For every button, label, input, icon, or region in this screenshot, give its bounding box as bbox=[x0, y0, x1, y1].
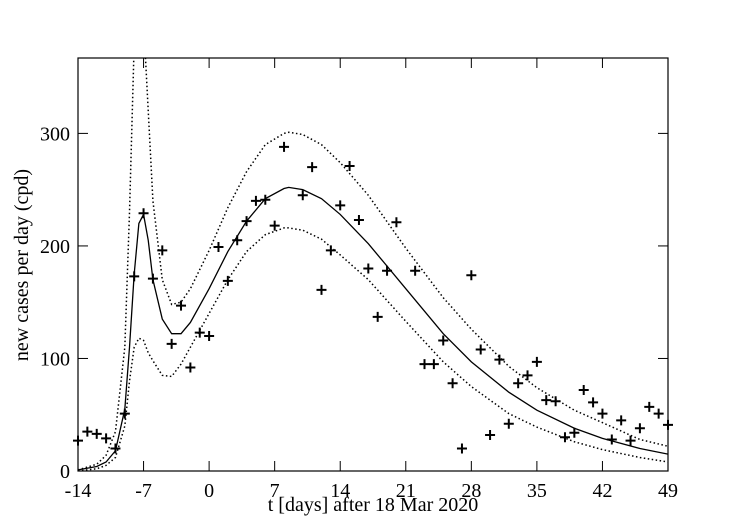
plot-frame bbox=[77, 57, 669, 472]
data-point bbox=[588, 397, 599, 408]
data-point bbox=[410, 265, 421, 276]
data-point bbox=[344, 161, 355, 172]
x-tick-label: 49 bbox=[658, 480, 678, 502]
data-point bbox=[194, 327, 205, 338]
x-tick-label: 0 bbox=[204, 480, 214, 502]
fit-curve bbox=[78, 58, 668, 471]
data-point bbox=[232, 235, 243, 246]
data-point bbox=[119, 408, 130, 419]
data-point bbox=[325, 245, 336, 256]
data-point bbox=[531, 356, 542, 367]
x-tick-label: 21 bbox=[396, 480, 416, 502]
data-point bbox=[241, 216, 252, 227]
data-point bbox=[297, 190, 308, 201]
data-point bbox=[382, 265, 393, 276]
data-point bbox=[616, 415, 627, 426]
fit-curve bbox=[78, 227, 668, 471]
data-point bbox=[456, 443, 467, 454]
y-tick-label: 200 bbox=[40, 236, 70, 258]
data-point bbox=[176, 300, 187, 311]
data-point bbox=[541, 395, 552, 406]
data-point bbox=[503, 418, 514, 429]
data-point bbox=[569, 427, 580, 438]
data-point bbox=[353, 215, 364, 226]
data-point bbox=[372, 311, 383, 322]
data-point bbox=[634, 423, 645, 434]
x-tick-label: 35 bbox=[527, 480, 547, 502]
data-point bbox=[129, 271, 140, 282]
data-point bbox=[485, 429, 496, 440]
data-point bbox=[653, 408, 664, 419]
data-point bbox=[559, 432, 570, 443]
y-tick-label: 300 bbox=[40, 123, 70, 145]
data-point bbox=[73, 435, 83, 446]
data-point bbox=[428, 359, 439, 370]
data-point bbox=[279, 141, 290, 152]
data-point bbox=[307, 162, 318, 173]
data-point bbox=[166, 338, 177, 349]
data-point bbox=[82, 426, 93, 437]
fit-curve bbox=[78, 186, 668, 471]
x-tick-label: 14 bbox=[330, 480, 350, 502]
y-axis-label: new cases per day (cpd) bbox=[11, 169, 33, 361]
data-point bbox=[110, 443, 121, 454]
x-tick-label: 42 bbox=[592, 480, 612, 502]
data-point bbox=[550, 396, 561, 407]
data-point bbox=[269, 220, 280, 231]
data-point bbox=[475, 344, 486, 355]
data-point bbox=[204, 330, 215, 341]
data-point bbox=[391, 217, 402, 228]
data-point bbox=[419, 359, 430, 370]
data-point bbox=[663, 419, 673, 430]
data-point bbox=[185, 362, 196, 373]
data-point bbox=[606, 434, 617, 445]
data-point bbox=[260, 194, 271, 205]
data-point bbox=[466, 270, 477, 281]
data-point bbox=[522, 370, 533, 381]
x-axis-label: t [days] after 18 Mar 2020 bbox=[268, 494, 479, 516]
data-point bbox=[447, 378, 458, 389]
x-tick-label: 7 bbox=[270, 480, 280, 502]
data-point bbox=[578, 384, 589, 395]
curves bbox=[78, 58, 668, 471]
data-point bbox=[157, 245, 168, 256]
data-point bbox=[513, 378, 524, 389]
data-point bbox=[250, 195, 261, 206]
y-tick-label: 0 bbox=[60, 461, 70, 483]
data-point bbox=[363, 263, 374, 274]
data-point bbox=[644, 401, 655, 412]
x-tick-label: -7 bbox=[135, 480, 152, 502]
data-point bbox=[597, 408, 608, 419]
x-tick-label: -14 bbox=[65, 480, 92, 502]
data-point bbox=[438, 335, 449, 346]
data-point bbox=[91, 428, 102, 439]
data-point bbox=[147, 273, 158, 284]
data-point bbox=[213, 242, 224, 253]
data-point bbox=[101, 433, 112, 444]
x-tick-label: 28 bbox=[461, 480, 481, 502]
data-point bbox=[316, 284, 327, 295]
data-point bbox=[625, 435, 636, 446]
data-point bbox=[494, 354, 505, 365]
data-point bbox=[335, 200, 346, 211]
data-point bbox=[138, 208, 149, 219]
data-point bbox=[222, 275, 233, 286]
y-tick-label: 100 bbox=[40, 348, 70, 370]
